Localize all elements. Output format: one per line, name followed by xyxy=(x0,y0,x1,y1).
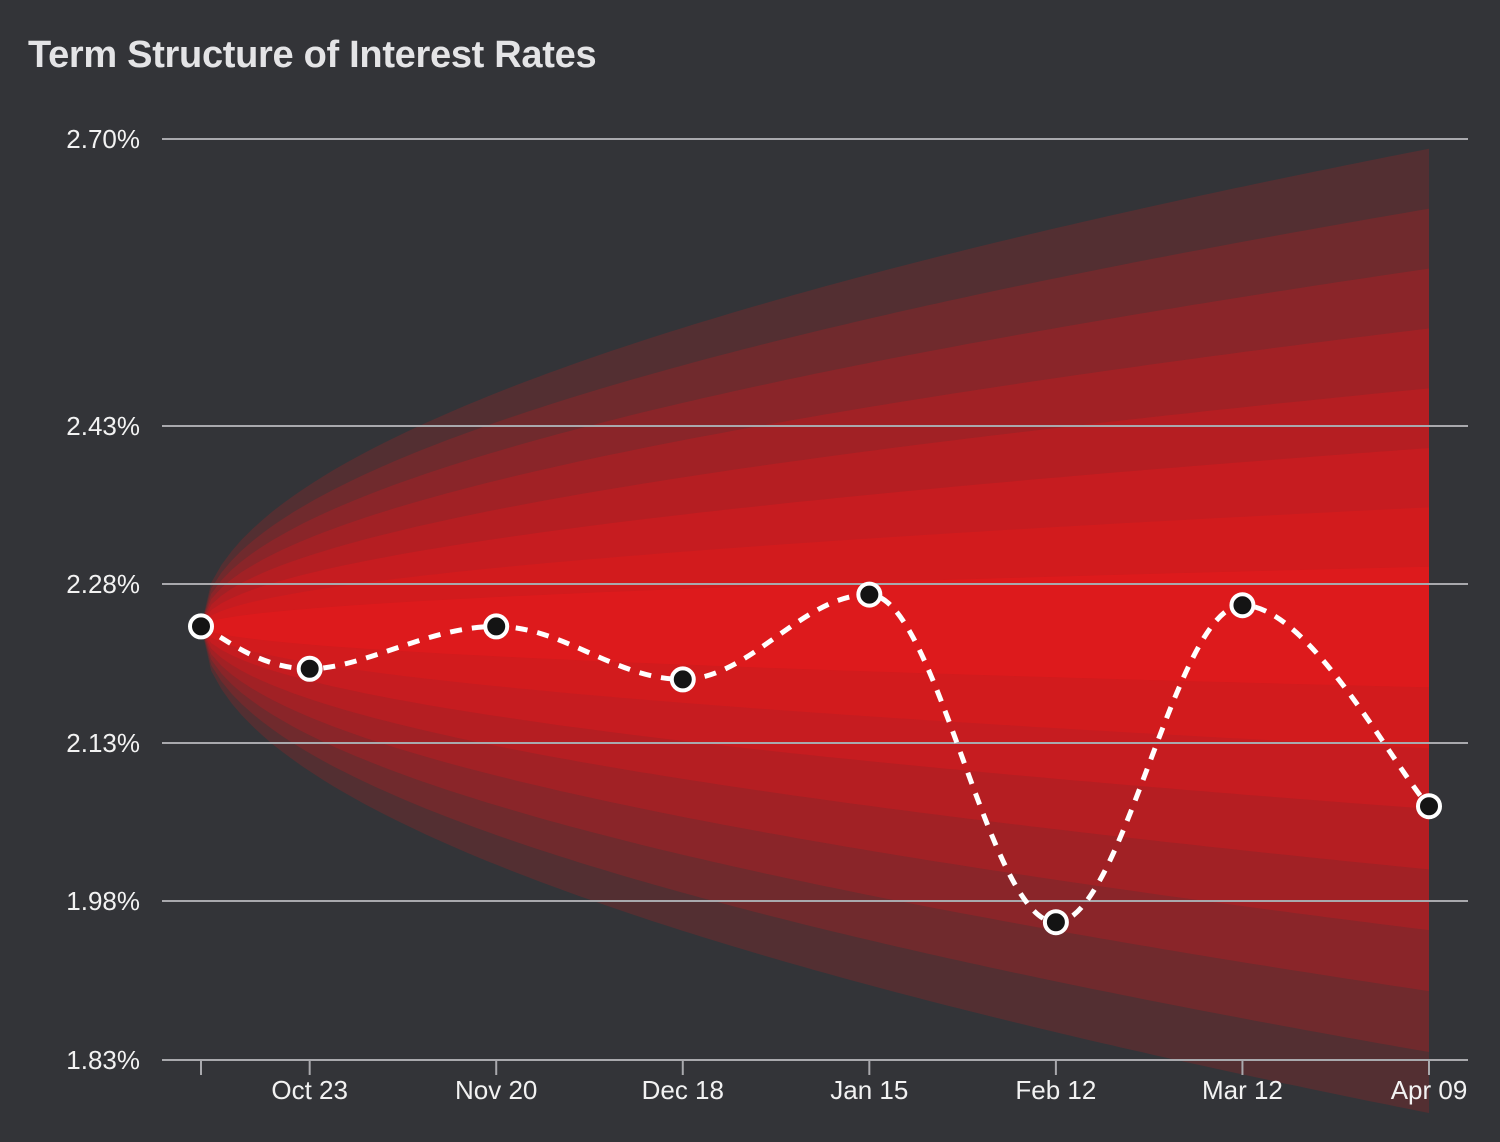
data-point[interactable] xyxy=(296,655,323,682)
y-tick-label: 2.70% xyxy=(66,124,140,154)
data-point[interactable] xyxy=(1416,793,1442,820)
x-tick-label: Dec 18 xyxy=(642,1075,724,1105)
y-tick-label: 1.98% xyxy=(66,886,140,916)
x-tick-label: Feb 12 xyxy=(1015,1075,1096,1105)
x-tick-label: Oct 23 xyxy=(271,1075,348,1105)
x-tick-label: Mar 12 xyxy=(1202,1075,1283,1105)
x-tick-label: Apr 09 xyxy=(1391,1075,1468,1105)
data-point[interactable] xyxy=(669,666,696,693)
x-axis: Oct 23 Nov 20 Dec 18 Jan 15 Feb 12 Mar 12 Apr … xyxy=(200,1060,1468,1105)
series-points xyxy=(188,581,1442,936)
chart-title: Term Structure of Interest Rates xyxy=(28,34,597,76)
gridlines xyxy=(162,138,1468,1061)
data-point[interactable] xyxy=(1042,909,1069,936)
fan-band-group xyxy=(201,148,1429,1114)
y-tick-label: 2.28% xyxy=(66,569,140,599)
data-point[interactable] xyxy=(188,613,214,640)
y-tick-label: 2.13% xyxy=(66,728,140,758)
x-tick-label: Jan 15 xyxy=(830,1075,908,1105)
y-tick-label: 1.83% xyxy=(66,1045,140,1075)
x-tick-label: Nov 20 xyxy=(455,1075,537,1105)
y-axis-labels: 2.70% 2.43% 2.28% 2.13% 1.98% 1.83% xyxy=(66,124,140,1075)
data-point[interactable] xyxy=(483,613,510,640)
fan-band-8 xyxy=(201,566,1429,688)
y-tick-label: 2.43% xyxy=(66,411,140,441)
data-point[interactable] xyxy=(1229,592,1256,619)
data-point[interactable] xyxy=(856,581,883,608)
